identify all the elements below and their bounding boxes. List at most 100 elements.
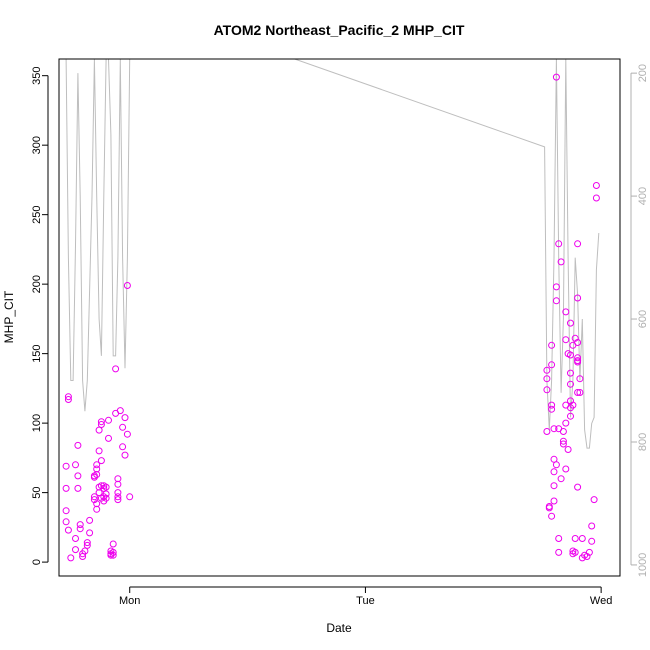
data-point: [62, 462, 70, 470]
data-point: [567, 412, 574, 420]
data-point: [64, 396, 72, 403]
points-layer: [62, 73, 600, 562]
data-point: [123, 282, 131, 289]
data-point: [562, 308, 570, 316]
data-point: [114, 480, 122, 488]
data-point: [543, 375, 551, 383]
data-point: [126, 493, 134, 501]
data-point: [588, 537, 596, 545]
x-axis-label: Date: [326, 621, 352, 635]
data-point: [559, 428, 567, 435]
y-tick-label: 0: [31, 559, 43, 565]
plot-frame: [58, 58, 621, 577]
data-point: [555, 548, 563, 556]
data-point: [83, 539, 91, 547]
data-point: [567, 380, 574, 388]
data-point: [555, 535, 563, 542]
data-point: [557, 475, 565, 483]
data-point: [574, 339, 582, 346]
data-point: [574, 358, 582, 366]
y-tick-label: 100: [31, 414, 43, 432]
data-point: [559, 437, 567, 445]
data-point: [105, 434, 112, 442]
data-point: [543, 428, 551, 435]
data-point: [119, 423, 127, 431]
data-point: [548, 341, 556, 349]
data-point: [552, 297, 560, 305]
chart-title: ATOM2 Northeast_Pacific_2 MHP_CIT: [214, 22, 465, 38]
data-point: [81, 547, 89, 555]
x-tick-label: Tue: [356, 595, 375, 607]
data-point: [590, 496, 598, 504]
data-point: [576, 375, 584, 383]
data-point: [550, 425, 558, 433]
data-point: [552, 461, 560, 469]
data-point: [564, 446, 572, 453]
data-point: [559, 440, 567, 448]
data-point: [95, 447, 103, 455]
data-point: [74, 472, 82, 480]
y-tick-label: 350: [31, 66, 43, 84]
y2-tick-label: 200: [637, 64, 649, 82]
data-point: [555, 240, 563, 248]
data-point: [102, 494, 110, 502]
data-point: [545, 504, 553, 512]
data-point: [569, 401, 577, 409]
data-point: [550, 482, 558, 490]
data-point: [83, 541, 91, 549]
data-point: [574, 389, 582, 396]
data-point: [578, 535, 586, 542]
data-point: [64, 393, 72, 401]
data-point: [102, 490, 110, 498]
y-tick-label: 200: [31, 275, 43, 293]
data-point: [562, 465, 570, 473]
data-point: [62, 484, 70, 492]
data-point: [123, 430, 131, 438]
data-point: [74, 441, 82, 449]
data-point: [567, 369, 574, 377]
data-point: [550, 468, 558, 476]
data-point: [97, 418, 105, 426]
data-point: [548, 361, 556, 369]
data-point: [95, 426, 103, 434]
data-point: [588, 522, 596, 530]
data-point: [76, 525, 84, 533]
data-point: [93, 505, 101, 513]
data-point: [62, 507, 70, 515]
data-point: [548, 512, 556, 520]
data-point: [76, 521, 84, 529]
data-point: [592, 182, 600, 189]
data-point: [114, 496, 122, 504]
data-point: [97, 421, 105, 428]
series-line: [65, 58, 600, 449]
data-point: [114, 489, 122, 497]
data-point: [97, 457, 105, 465]
data-point: [112, 365, 120, 373]
data-point: [562, 336, 570, 344]
data-point: [571, 535, 579, 542]
data-point: [574, 354, 582, 362]
data-point: [548, 405, 556, 413]
y-tick-label: 300: [31, 136, 43, 154]
line-layer: [65, 58, 600, 449]
data-point: [109, 548, 117, 556]
data-point: [116, 407, 124, 415]
data-point: [67, 554, 75, 562]
data-point: [562, 419, 570, 427]
data-point: [567, 351, 574, 359]
y-tick-label: 50: [31, 486, 43, 498]
data-point: [105, 416, 112, 424]
x-axis: Mon Tue Wed: [119, 586, 612, 607]
data-point: [121, 414, 129, 422]
data-point: [86, 529, 94, 537]
data-point: [543, 366, 551, 374]
data-point: [114, 493, 122, 501]
y2-tick-label: 600: [637, 310, 649, 328]
y-axis: 0 50 100 150 200 250 300 350: [31, 66, 49, 565]
data-point: [102, 483, 110, 491]
data-point: [62, 518, 70, 526]
data-point: [571, 548, 579, 556]
data-point: [109, 551, 117, 559]
data-point: [548, 401, 556, 409]
x-tick-label: Wed: [590, 595, 612, 607]
